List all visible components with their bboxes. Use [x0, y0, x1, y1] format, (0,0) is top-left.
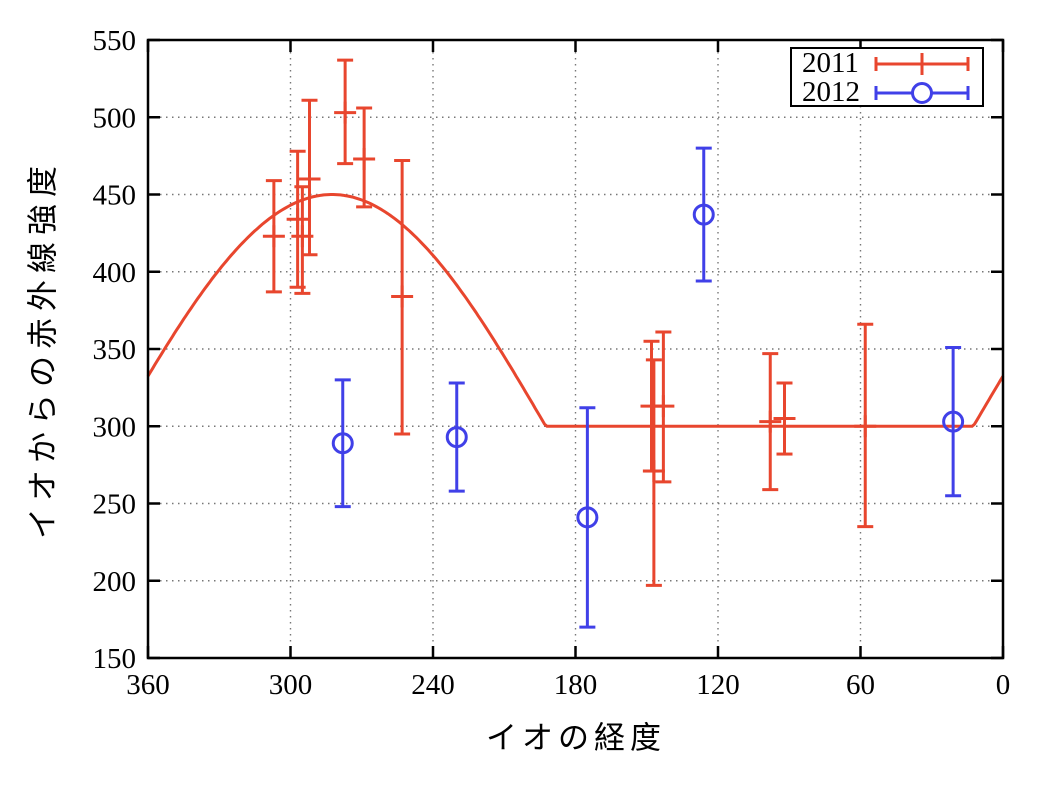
x-tick-label: 0	[996, 669, 1011, 701]
datapoint-2011	[642, 358, 665, 587]
y-tick-label: 150	[93, 643, 137, 675]
datapoint-2011	[652, 330, 675, 484]
datapoint-2011	[391, 159, 414, 436]
datapoint-2011	[298, 98, 321, 257]
y-tick-label: 350	[93, 334, 137, 366]
datapoint-2011	[262, 179, 285, 294]
legend-label-2011: 2011	[802, 47, 859, 79]
legend-label-2012: 2012	[802, 76, 860, 108]
errorbar-circle-icon	[874, 81, 970, 104]
x-tick-label: 180	[554, 669, 598, 701]
y-tick-label: 550	[93, 25, 137, 57]
datapoint-2012	[942, 345, 965, 498]
datapoint-2011	[334, 58, 357, 166]
datapoint-2011	[854, 322, 877, 529]
datapoint-2012	[692, 146, 715, 283]
datapoint-2012	[576, 406, 599, 629]
y-tick-label: 500	[93, 102, 137, 134]
y-tick-label: 400	[93, 257, 137, 289]
x-tick-label: 240	[411, 669, 455, 701]
legend-item-2011: 2011	[792, 49, 982, 78]
y-tick-label: 200	[93, 566, 137, 598]
y-tick-label: 450	[93, 180, 137, 212]
y-tick-label: 300	[93, 411, 137, 443]
legend-item-2012: 2012	[792, 78, 982, 107]
x-tick-label: 360	[126, 669, 170, 701]
datapoint-2011	[773, 381, 796, 456]
x-tick-label: 300	[269, 669, 313, 701]
datapoint-2011	[759, 352, 782, 492]
x-tick-label: 60	[846, 669, 875, 701]
datapoint-2011	[353, 106, 376, 209]
x-axis-title: イオの経度	[486, 720, 666, 756]
x-tick-label: 120	[696, 669, 740, 701]
y-axis-title: イオからの赤外線強度	[25, 159, 61, 539]
datapoint-2012	[445, 381, 468, 493]
y-tick-label: 250	[93, 489, 137, 521]
legend: 2011 2012	[790, 47, 984, 107]
datapoint-2011	[286, 149, 309, 289]
errorbar-plus-icon	[874, 52, 970, 75]
datapoint-2012	[331, 378, 354, 509]
